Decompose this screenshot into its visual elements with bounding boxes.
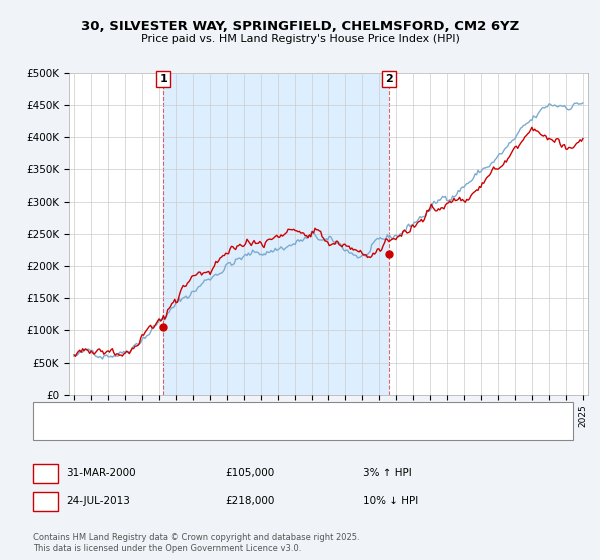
Text: Price paid vs. HM Land Registry's House Price Index (HPI): Price paid vs. HM Land Registry's House …	[140, 34, 460, 44]
Text: 2: 2	[385, 74, 393, 84]
Text: 1: 1	[42, 468, 49, 478]
Text: 1: 1	[159, 74, 167, 84]
Text: £218,000: £218,000	[225, 496, 274, 506]
Text: £105,000: £105,000	[225, 468, 274, 478]
Text: Contains HM Land Registry data © Crown copyright and database right 2025.
This d: Contains HM Land Registry data © Crown c…	[33, 533, 359, 553]
Text: 3% ↑ HPI: 3% ↑ HPI	[363, 468, 412, 478]
Text: 10% ↓ HPI: 10% ↓ HPI	[363, 496, 418, 506]
Text: 2: 2	[42, 496, 49, 506]
Text: 31-MAR-2000: 31-MAR-2000	[66, 468, 136, 478]
Text: HPI: Average price, semi-detached house, Chelmsford: HPI: Average price, semi-detached house,…	[70, 424, 326, 433]
Text: 30, SILVESTER WAY, SPRINGFIELD, CHELMSFORD, CM2 6YZ (semi-detached house): 30, SILVESTER WAY, SPRINGFIELD, CHELMSFO…	[70, 408, 461, 417]
Text: 24-JUL-2013: 24-JUL-2013	[66, 496, 130, 506]
Text: 30, SILVESTER WAY, SPRINGFIELD, CHELMSFORD, CM2 6YZ: 30, SILVESTER WAY, SPRINGFIELD, CHELMSFO…	[81, 20, 519, 32]
Bar	[163, 73, 389, 395]
